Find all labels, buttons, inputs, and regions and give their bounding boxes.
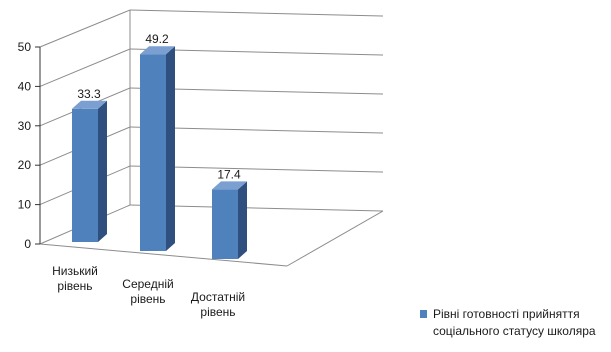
bar <box>72 108 98 242</box>
y-tick-label: 0 <box>24 237 31 251</box>
data-label: 17.4 <box>217 167 241 181</box>
y-tick-label: 50 <box>18 40 32 54</box>
gridline <box>129 9 384 17</box>
bar-side <box>166 46 175 252</box>
bar-side <box>98 100 107 242</box>
legend: Рівні готовності прийняття соціального с… <box>420 307 611 343</box>
bar-top <box>72 100 107 109</box>
bar-side <box>238 181 247 259</box>
data-label: 33.3 <box>77 87 101 101</box>
y-tick-label: 10 <box>18 198 32 212</box>
bar-top <box>212 181 247 190</box>
floor-front-edge <box>39 243 288 267</box>
y-tick-label: 20 <box>18 158 32 172</box>
data-label: 49.2 <box>145 32 169 46</box>
x-tick-label: Середній рівень <box>122 277 173 306</box>
gridline <box>39 48 131 87</box>
y-tick-label: 40 <box>18 79 32 93</box>
floor-right-edge <box>286 210 384 267</box>
legend-swatch <box>420 310 427 318</box>
bar-top <box>140 46 175 55</box>
y-tick-label: 30 <box>18 119 32 133</box>
bar <box>212 189 238 259</box>
gridline <box>39 9 131 48</box>
legend-label: Рівні готовності прийняття соціального с… <box>433 307 596 338</box>
x-tick-label: Достатній рівень <box>191 290 245 319</box>
x-tick-label: Низький рівень <box>52 264 98 293</box>
bar <box>140 54 166 252</box>
